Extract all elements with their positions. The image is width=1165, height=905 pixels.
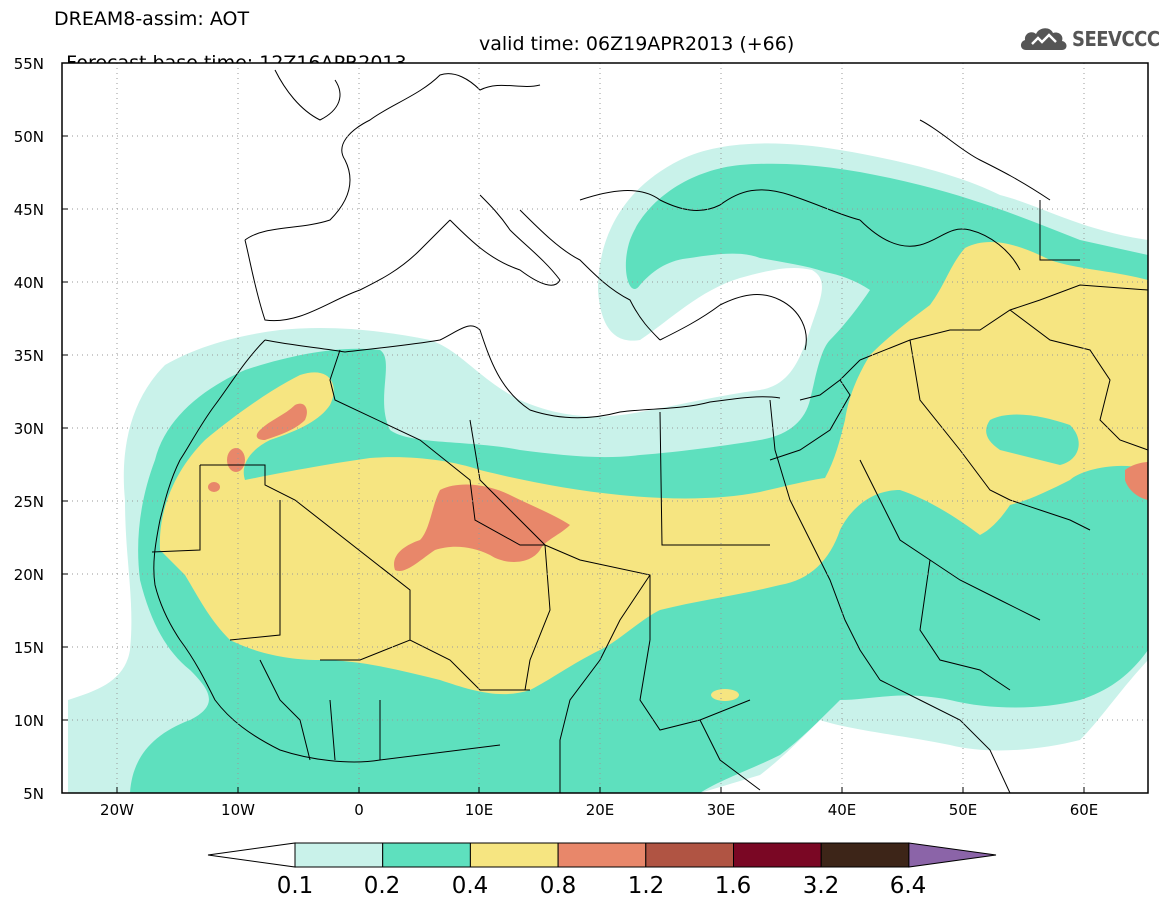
colorbar-swatch (294, 842, 384, 868)
colorbar-swatches (207, 842, 997, 868)
aot-map: 55N 50N 45N 40N 35N 30N 25N 20N 15N 10N … (14, 55, 1149, 819)
lon-label: 10W (221, 801, 255, 819)
lat-label: 10N (14, 712, 44, 730)
logo-text: SEEVCCC (1072, 27, 1160, 51)
contour-0.2-patch (1022, 498, 1080, 556)
contour-0.8 (227, 448, 245, 472)
colorbar-swatch (645, 842, 734, 868)
contour-0.4-patch (711, 689, 739, 701)
map-title: DREAM8-assim: AOT (54, 8, 250, 30)
colorbar-label: 6.4 (890, 873, 927, 899)
contour-0.8 (256, 403, 307, 440)
contour-0.8 (1125, 462, 1148, 500)
lon-label: 20E (586, 801, 615, 819)
lon-label: 20W (100, 801, 134, 819)
valid-time: valid time: 06Z19APR2013 (+66) (479, 33, 795, 55)
lat-label: 50N (14, 128, 44, 146)
lat-label: 45N (14, 201, 44, 219)
lat-label: 5N (23, 785, 44, 803)
lat-label: 30N (14, 420, 44, 438)
lat-label: 55N (14, 55, 44, 73)
colorbar-label: 0.8 (540, 873, 577, 899)
colorbar-label: 1.2 (628, 873, 665, 899)
lon-label: 30E (707, 801, 736, 819)
contour-0.8 (394, 484, 570, 571)
colorbar-label: 0.2 (364, 873, 401, 899)
logo: SEEVCCC (1018, 24, 1160, 56)
lon-label: 40E (828, 801, 857, 819)
colorbar-label: 3.2 (803, 873, 840, 899)
colorbar-swatch (469, 842, 559, 868)
graticule (62, 63, 1148, 793)
lat-label: 25N (14, 493, 44, 511)
colorbar-swatch (557, 842, 647, 868)
cloud-icon (1020, 28, 1067, 50)
aot-contours (68, 143, 1148, 793)
colorbar-label: 1.6 (715, 873, 752, 899)
colorbar-swatch-below (207, 842, 296, 868)
lon-label: 0 (354, 801, 364, 819)
contour-0.2-patch (986, 414, 1079, 465)
colorbar-label: 0.1 (277, 873, 314, 899)
lat-label: 35N (14, 347, 44, 365)
country-borders (151, 69, 1148, 793)
lon-label: 60E (1070, 801, 1099, 819)
contour-0.8 (208, 482, 220, 492)
colorbar-swatch-above (908, 842, 997, 868)
lon-label: 10E (465, 801, 494, 819)
colorbar-swatch (733, 842, 822, 868)
colorbar-labels: 0.1 0.2 0.4 0.8 1.2 1.6 3.2 6.4 (277, 873, 927, 899)
lat-label: 40N (14, 274, 44, 292)
latitude-labels: 55N 50N 45N 40N 35N 30N 25N 20N 15N 10N … (14, 55, 44, 803)
lat-label: 20N (14, 566, 44, 584)
colorbar-swatch (820, 842, 910, 868)
lon-label: 50E (949, 801, 978, 819)
lat-label: 15N (14, 639, 44, 657)
contour-0.4 (159, 242, 1148, 695)
tick-marks (62, 62, 1085, 794)
colorbar-swatch (382, 842, 471, 868)
colorbar-label: 0.4 (452, 873, 489, 899)
longitude-labels: 20W 10W 0 10E 20E 30E 40E 50E 60E (100, 801, 1098, 819)
